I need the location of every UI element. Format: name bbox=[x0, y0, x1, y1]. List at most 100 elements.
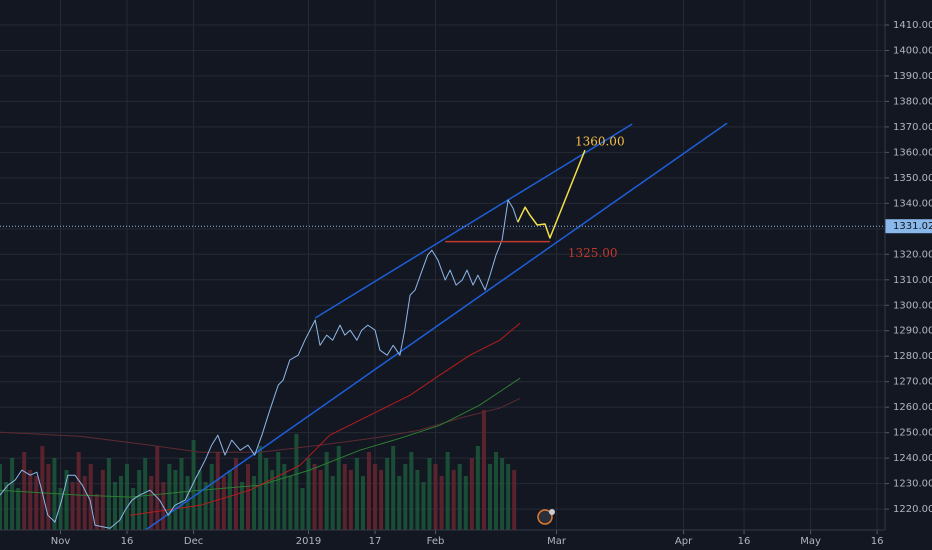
volume-bar bbox=[294, 434, 299, 530]
volume-bar bbox=[385, 458, 390, 530]
volume-bar bbox=[312, 464, 317, 530]
volume-bar bbox=[300, 488, 305, 530]
volume-bar bbox=[415, 470, 420, 530]
volume-bar bbox=[131, 488, 136, 530]
y-tick-label: 1310.00 bbox=[893, 275, 932, 286]
x-tick-label: Dec bbox=[184, 536, 203, 547]
x-tick-label: Apr bbox=[675, 536, 693, 547]
x-tick-label: May bbox=[800, 536, 821, 547]
y-tick-label: 1300.00 bbox=[893, 300, 932, 311]
x-tick-label: Feb bbox=[427, 536, 445, 547]
y-tick-label: 1290.00 bbox=[893, 326, 932, 337]
y-tick-label: 1280.00 bbox=[893, 351, 932, 362]
y-tick-label: 1260.00 bbox=[893, 402, 932, 413]
series-line bbox=[517, 149, 586, 239]
series-line bbox=[130, 322, 521, 516]
y-tick-label: 1360.00 bbox=[893, 147, 932, 158]
volume-bar bbox=[106, 458, 111, 530]
volume-bar bbox=[10, 458, 15, 530]
volume-bar bbox=[397, 476, 402, 530]
volume-bar bbox=[28, 470, 33, 530]
x-tick-label: 2019 bbox=[296, 536, 321, 547]
volume-bar bbox=[258, 446, 263, 530]
volume-bar bbox=[451, 470, 456, 530]
volume-bar bbox=[330, 476, 335, 530]
y-tick-label: 1350.00 bbox=[893, 173, 932, 184]
volume-bar bbox=[348, 470, 353, 530]
volume-bar bbox=[306, 458, 311, 530]
volume-bar bbox=[221, 476, 226, 530]
icon bbox=[537, 509, 553, 525]
volume-bar bbox=[252, 476, 257, 530]
series-line bbox=[0, 199, 519, 529]
volume-bar bbox=[4, 482, 9, 530]
volume-bar bbox=[209, 464, 214, 530]
y-tick-label: 1320.00 bbox=[893, 249, 932, 260]
y-tick-label: 1270.00 bbox=[893, 377, 932, 388]
volume-bar bbox=[373, 464, 378, 530]
volume-bar bbox=[475, 446, 480, 530]
y-tick-label: 1230.00 bbox=[893, 479, 932, 490]
volume-bar bbox=[137, 470, 142, 530]
volume-bar bbox=[173, 470, 178, 530]
volume-bar bbox=[318, 470, 323, 530]
volume-bar bbox=[500, 458, 505, 530]
volume-bar bbox=[379, 470, 384, 530]
volume-bar bbox=[336, 446, 341, 530]
volume-bar bbox=[34, 476, 39, 530]
last-price-box bbox=[885, 219, 932, 234]
volume-bar bbox=[469, 458, 474, 530]
volume-bar bbox=[324, 452, 329, 530]
volume-bar bbox=[276, 452, 281, 530]
volume-bar bbox=[409, 452, 414, 530]
volume-bar bbox=[82, 476, 87, 530]
y-tick-label: 1250.00 bbox=[893, 428, 932, 439]
volume-bar bbox=[360, 476, 365, 530]
volume-bar bbox=[215, 452, 220, 530]
volume-bar bbox=[481, 410, 486, 530]
plot-area bbox=[0, 122, 728, 530]
volume-bar bbox=[288, 476, 293, 530]
volume-bar bbox=[179, 458, 184, 530]
volume-bar bbox=[58, 488, 63, 530]
volume-bar bbox=[457, 464, 462, 530]
volume-bar bbox=[118, 476, 123, 530]
x-tick-label: 16 bbox=[121, 536, 134, 547]
volume-bar bbox=[191, 440, 196, 530]
series-line bbox=[314, 123, 633, 319]
icon-dot bbox=[549, 509, 555, 515]
volume-bar bbox=[463, 476, 468, 530]
y-tick-label: 1380.00 bbox=[893, 96, 932, 107]
volume-bar bbox=[439, 476, 444, 530]
annotation-label: 1325.00 bbox=[568, 246, 618, 260]
x-tick-label: Nov bbox=[51, 536, 71, 547]
series-line bbox=[144, 122, 728, 530]
volume-bar bbox=[112, 482, 117, 530]
volume-bar bbox=[354, 458, 359, 530]
volume-bar bbox=[487, 464, 492, 530]
y-tick-label: 1220.00 bbox=[893, 504, 932, 515]
volume-bar bbox=[40, 446, 45, 530]
volume-bar bbox=[239, 482, 244, 530]
volume-bar bbox=[403, 464, 408, 530]
volume-bar bbox=[64, 470, 69, 530]
x-tick-label: 16 bbox=[871, 536, 884, 547]
volume-bar bbox=[391, 446, 396, 530]
volume-bar bbox=[445, 452, 450, 530]
y-tick-label: 1410.00 bbox=[893, 20, 932, 31]
volume-bar bbox=[270, 470, 275, 530]
annotation-label: 1360.00 bbox=[575, 135, 625, 149]
volume-bar bbox=[433, 464, 438, 530]
volume-bar bbox=[367, 452, 372, 530]
volume-bar bbox=[203, 482, 208, 530]
volume-bar bbox=[427, 458, 432, 530]
volume-bar bbox=[506, 464, 511, 530]
volume-bar bbox=[149, 476, 154, 530]
x-tick-label: Mar bbox=[547, 536, 567, 547]
x-tick-label: 17 bbox=[369, 536, 382, 547]
volume-bar bbox=[94, 494, 99, 530]
volume-bar bbox=[197, 470, 202, 530]
volume-bar bbox=[282, 464, 287, 530]
